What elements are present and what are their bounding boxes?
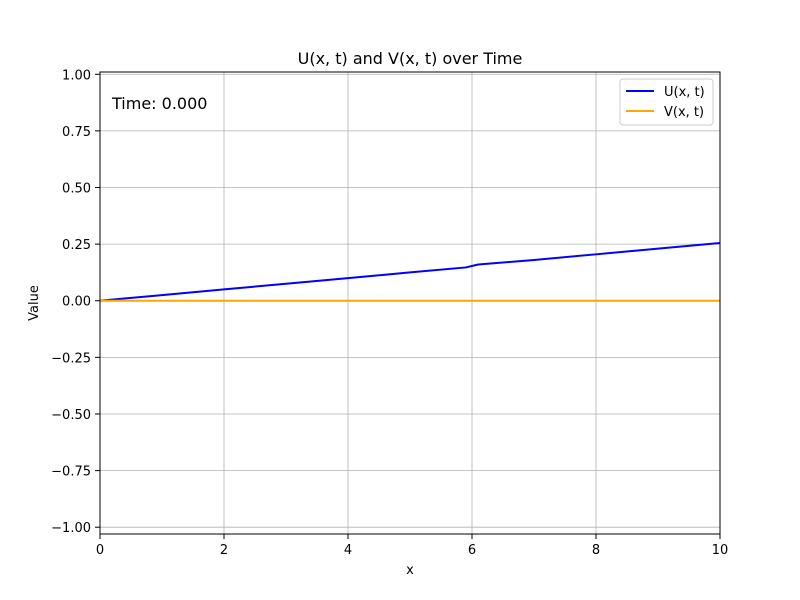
x-axis-ticks: 0 2 4 6 8 10 (96, 534, 728, 558)
y-tick-label: −1.00 (51, 521, 91, 536)
y-tick-label: 1.00 (62, 68, 91, 83)
y-tick-label: −0.25 (51, 351, 91, 366)
legend-label-v: V(x, t) (664, 105, 704, 120)
y-tick-label: 0.50 (62, 182, 91, 197)
x-tick-label: 8 (592, 543, 600, 558)
x-tick-label: 4 (344, 543, 352, 558)
y-axis-label: Value (27, 285, 42, 321)
series-lines (99, 241, 721, 302)
x-tick-label: 0 (96, 543, 104, 558)
y-tick-label: −0.50 (51, 408, 91, 423)
x-tick-label: 6 (468, 543, 476, 558)
y-axis-ticks: −1.00 −0.75 −0.50 −0.25 0.00 0.25 0.50 0.75 1.00 (51, 68, 100, 536)
y-tick-label: 0.00 (62, 295, 91, 310)
y-tick-label: −0.75 (51, 465, 91, 480)
y-tick-label: 0.75 (62, 125, 91, 140)
y-tick-label: 0.25 (62, 238, 91, 253)
u-series-line (99, 241, 721, 302)
x-tick-label: 10 (712, 543, 729, 558)
axes-frame (99, 71, 721, 535)
time-annotation: Time: 0.000 (111, 94, 207, 113)
legend-label-u: U(x, t) (664, 85, 705, 100)
x-tick-label: 2 (220, 543, 228, 558)
legend: U(x, t) V(x, t) (619, 78, 714, 126)
x-axis-label: x (406, 563, 414, 578)
chart-title: U(x, t) and V(x, t) over Time (298, 49, 523, 68)
